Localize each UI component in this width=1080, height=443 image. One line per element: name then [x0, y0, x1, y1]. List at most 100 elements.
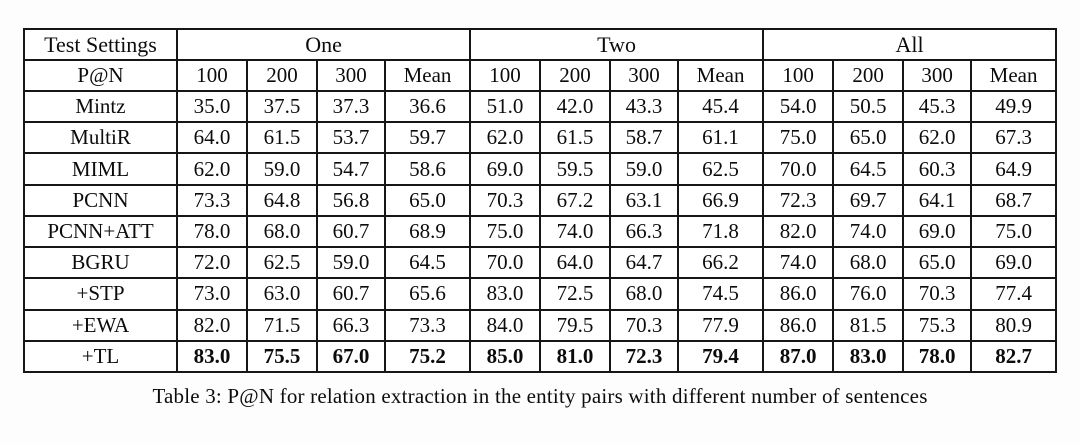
table-body: Mintz 35.0 37.5 37.3 36.6 51.0 42.0 43.3 45.4 54.… — [23, 89, 1058, 374]
method-label: PCNN — [23, 183, 178, 217]
value-cell: 68.9 — [383, 214, 472, 249]
table-row: PCNN+ATT 78.0 68.0 60.7 68.9 75.0 74.0 66.3 71.8… — [23, 214, 1058, 249]
value-cell: 82.0 — [176, 308, 248, 342]
value-cell: 72.5 — [539, 277, 612, 311]
value-cell: 62.5 — [246, 246, 318, 280]
value-cell: 85.0 — [469, 339, 542, 374]
value-cell: 75.0 — [970, 214, 1058, 249]
method-label: MIML — [23, 152, 178, 186]
table-row: MultiR 64.0 61.5 53.7 59.7 62.0 61.5 58.7 61.1 75… — [23, 121, 1058, 155]
table-row: +STP 73.0 63.0 60.7 65.6 83.0 72.5 68.0 74.5 86.0… — [23, 277, 1058, 311]
value-cell: 58.6 — [383, 152, 472, 186]
value-cell: 59.0 — [246, 152, 318, 186]
value-cell: 69.0 — [902, 214, 973, 249]
table-row: BGRU 72.0 62.5 59.0 64.5 70.0 64.0 64.7 66.2 74.0… — [23, 246, 1058, 280]
col-header-mean: Mean — [970, 59, 1058, 92]
col-header-100: 100 — [469, 59, 542, 92]
value-cell: 70.3 — [902, 277, 973, 311]
value-cell: 74.0 — [539, 214, 612, 249]
value-cell: 76.0 — [832, 277, 905, 311]
value-cell: 81.5 — [832, 308, 905, 342]
value-cell: 71.5 — [246, 308, 318, 342]
value-cell: 68.0 — [609, 277, 680, 311]
value-cell: 45.3 — [902, 89, 973, 124]
value-cell: 75.3 — [902, 308, 973, 342]
value-cell: 79.4 — [677, 339, 765, 374]
value-cell: 64.9 — [970, 152, 1058, 186]
value-cell: 75.0 — [762, 121, 835, 155]
value-cell: 70.3 — [469, 183, 542, 217]
value-cell: 67.0 — [316, 339, 386, 374]
value-cell: 45.4 — [677, 89, 765, 124]
value-cell: 68.0 — [832, 246, 905, 280]
method-label: PCNN+ATT — [23, 214, 178, 249]
table-row: PCNN 73.3 64.8 56.8 65.0 70.3 67.2 63.1 66.9 72.3… — [23, 183, 1058, 217]
value-cell: 86.0 — [762, 277, 835, 311]
value-cell: 69.0 — [469, 152, 542, 186]
value-cell: 73.0 — [176, 277, 248, 311]
table-row: Mintz 35.0 37.5 37.3 36.6 51.0 42.0 43.3 45.4 54.… — [23, 89, 1058, 124]
col-header-200: 200 — [246, 59, 318, 92]
value-cell: 59.0 — [609, 152, 680, 186]
value-cell: 84.0 — [469, 308, 542, 342]
value-cell: 65.6 — [383, 277, 472, 311]
value-cell: 61.5 — [539, 121, 612, 155]
col-header-mean: Mean — [383, 59, 472, 92]
value-cell: 56.8 — [316, 183, 386, 217]
value-cell: 62.5 — [677, 152, 765, 186]
value-cell: 42.0 — [539, 89, 612, 124]
table-row: +EWA 82.0 71.5 66.3 73.3 84.0 79.5 70.3 77.9 86.0… — [23, 308, 1058, 342]
value-cell: 65.0 — [902, 246, 973, 280]
col-header-200: 200 — [539, 59, 612, 92]
table-container: Test Settings One Two All P@N 100 200 30… — [23, 28, 1058, 374]
value-cell: 71.8 — [677, 214, 765, 249]
value-cell: 67.2 — [539, 183, 612, 217]
value-cell: 70.3 — [609, 308, 680, 342]
col-header-100: 100 — [176, 59, 248, 92]
group-header-one: One — [175, 28, 472, 61]
value-cell: 74.0 — [832, 214, 905, 249]
value-cell: 78.0 — [902, 339, 973, 374]
value-cell: 79.5 — [539, 308, 612, 342]
value-cell: 69.0 — [970, 246, 1058, 280]
value-cell: 49.9 — [970, 89, 1058, 124]
method-label: +STP — [23, 277, 178, 311]
value-cell: 51.0 — [469, 89, 542, 124]
col-header-200: 200 — [832, 59, 905, 92]
group-header-two: Two — [469, 28, 765, 61]
value-cell: 83.0 — [832, 339, 905, 374]
value-cell: 75.2 — [383, 339, 472, 374]
col-header-300: 300 — [609, 59, 680, 92]
value-cell: 62.0 — [469, 121, 542, 155]
metric-header: P@N — [23, 59, 178, 92]
value-cell: 66.3 — [316, 308, 386, 342]
value-cell: 68.0 — [246, 214, 318, 249]
value-cell: 80.9 — [970, 308, 1058, 342]
value-cell: 66.9 — [677, 183, 765, 217]
table-row: +TL 83.0 75.5 67.0 75.2 85.0 81.0 72.3 79.4 87.0 8… — [23, 339, 1058, 374]
value-cell: 35.0 — [176, 89, 248, 124]
value-cell: 67.3 — [970, 121, 1058, 155]
value-cell: 60.7 — [316, 277, 386, 311]
value-cell: 43.3 — [609, 89, 680, 124]
value-cell: 61.1 — [677, 121, 765, 155]
value-cell: 68.7 — [970, 183, 1058, 217]
value-cell: 81.0 — [539, 339, 612, 374]
col-header-mean: Mean — [677, 59, 765, 92]
value-cell: 83.0 — [176, 339, 248, 374]
value-cell: 59.0 — [316, 246, 386, 280]
method-label: +EWA — [23, 308, 178, 342]
value-cell: 37.3 — [316, 89, 386, 124]
value-cell: 74.5 — [677, 277, 765, 311]
value-cell: 77.9 — [677, 308, 765, 342]
value-cell: 75.0 — [469, 214, 542, 249]
value-cell: 63.1 — [609, 183, 680, 217]
value-cell: 65.0 — [832, 121, 905, 155]
value-cell: 70.0 — [762, 152, 835, 186]
value-cell: 59.7 — [383, 121, 472, 155]
value-cell: 86.0 — [762, 308, 835, 342]
value-cell: 64.5 — [832, 152, 905, 186]
value-cell: 74.0 — [762, 246, 835, 280]
method-label: +TL — [23, 339, 178, 374]
